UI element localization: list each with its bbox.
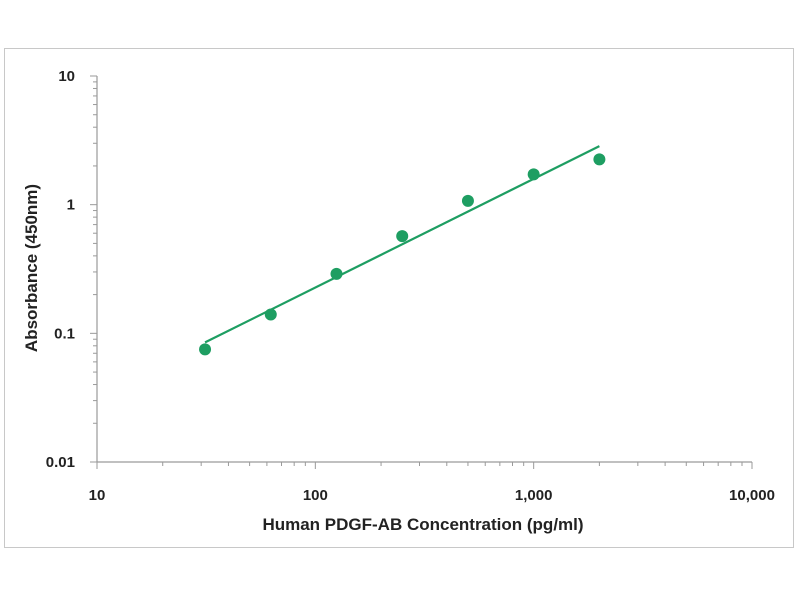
y-tick-label: 10 (58, 68, 75, 85)
x-tick-label: 100 (303, 487, 328, 504)
data-point (199, 343, 212, 356)
y-tick-label: 1 (67, 197, 75, 214)
data-point (461, 194, 474, 207)
data-points (199, 153, 606, 356)
data-point (593, 153, 606, 166)
data-point (396, 230, 409, 243)
data-point (527, 168, 540, 181)
x-tick-label: 10 (89, 487, 106, 504)
fit-line-group (204, 145, 600, 344)
x-axis-label: Human PDGF-AB Concentration (pg/ml) (262, 515, 583, 534)
chart-frame (4, 48, 794, 548)
data-point (330, 267, 343, 280)
data-point (264, 308, 277, 321)
y-tick-label: 0.01 (46, 454, 75, 471)
fit-line (204, 145, 600, 344)
tick-group: 10 100 1,000 10,000 0.01 0.1 1 10 (46, 68, 775, 504)
y-axis-label: Absorbance (450nm) (22, 184, 41, 352)
y-tick-label: 0.1 (54, 325, 75, 342)
x-tick-label: 1,000 (515, 487, 553, 504)
x-tick-label: 10,000 (729, 487, 775, 504)
axes (96, 76, 752, 463)
